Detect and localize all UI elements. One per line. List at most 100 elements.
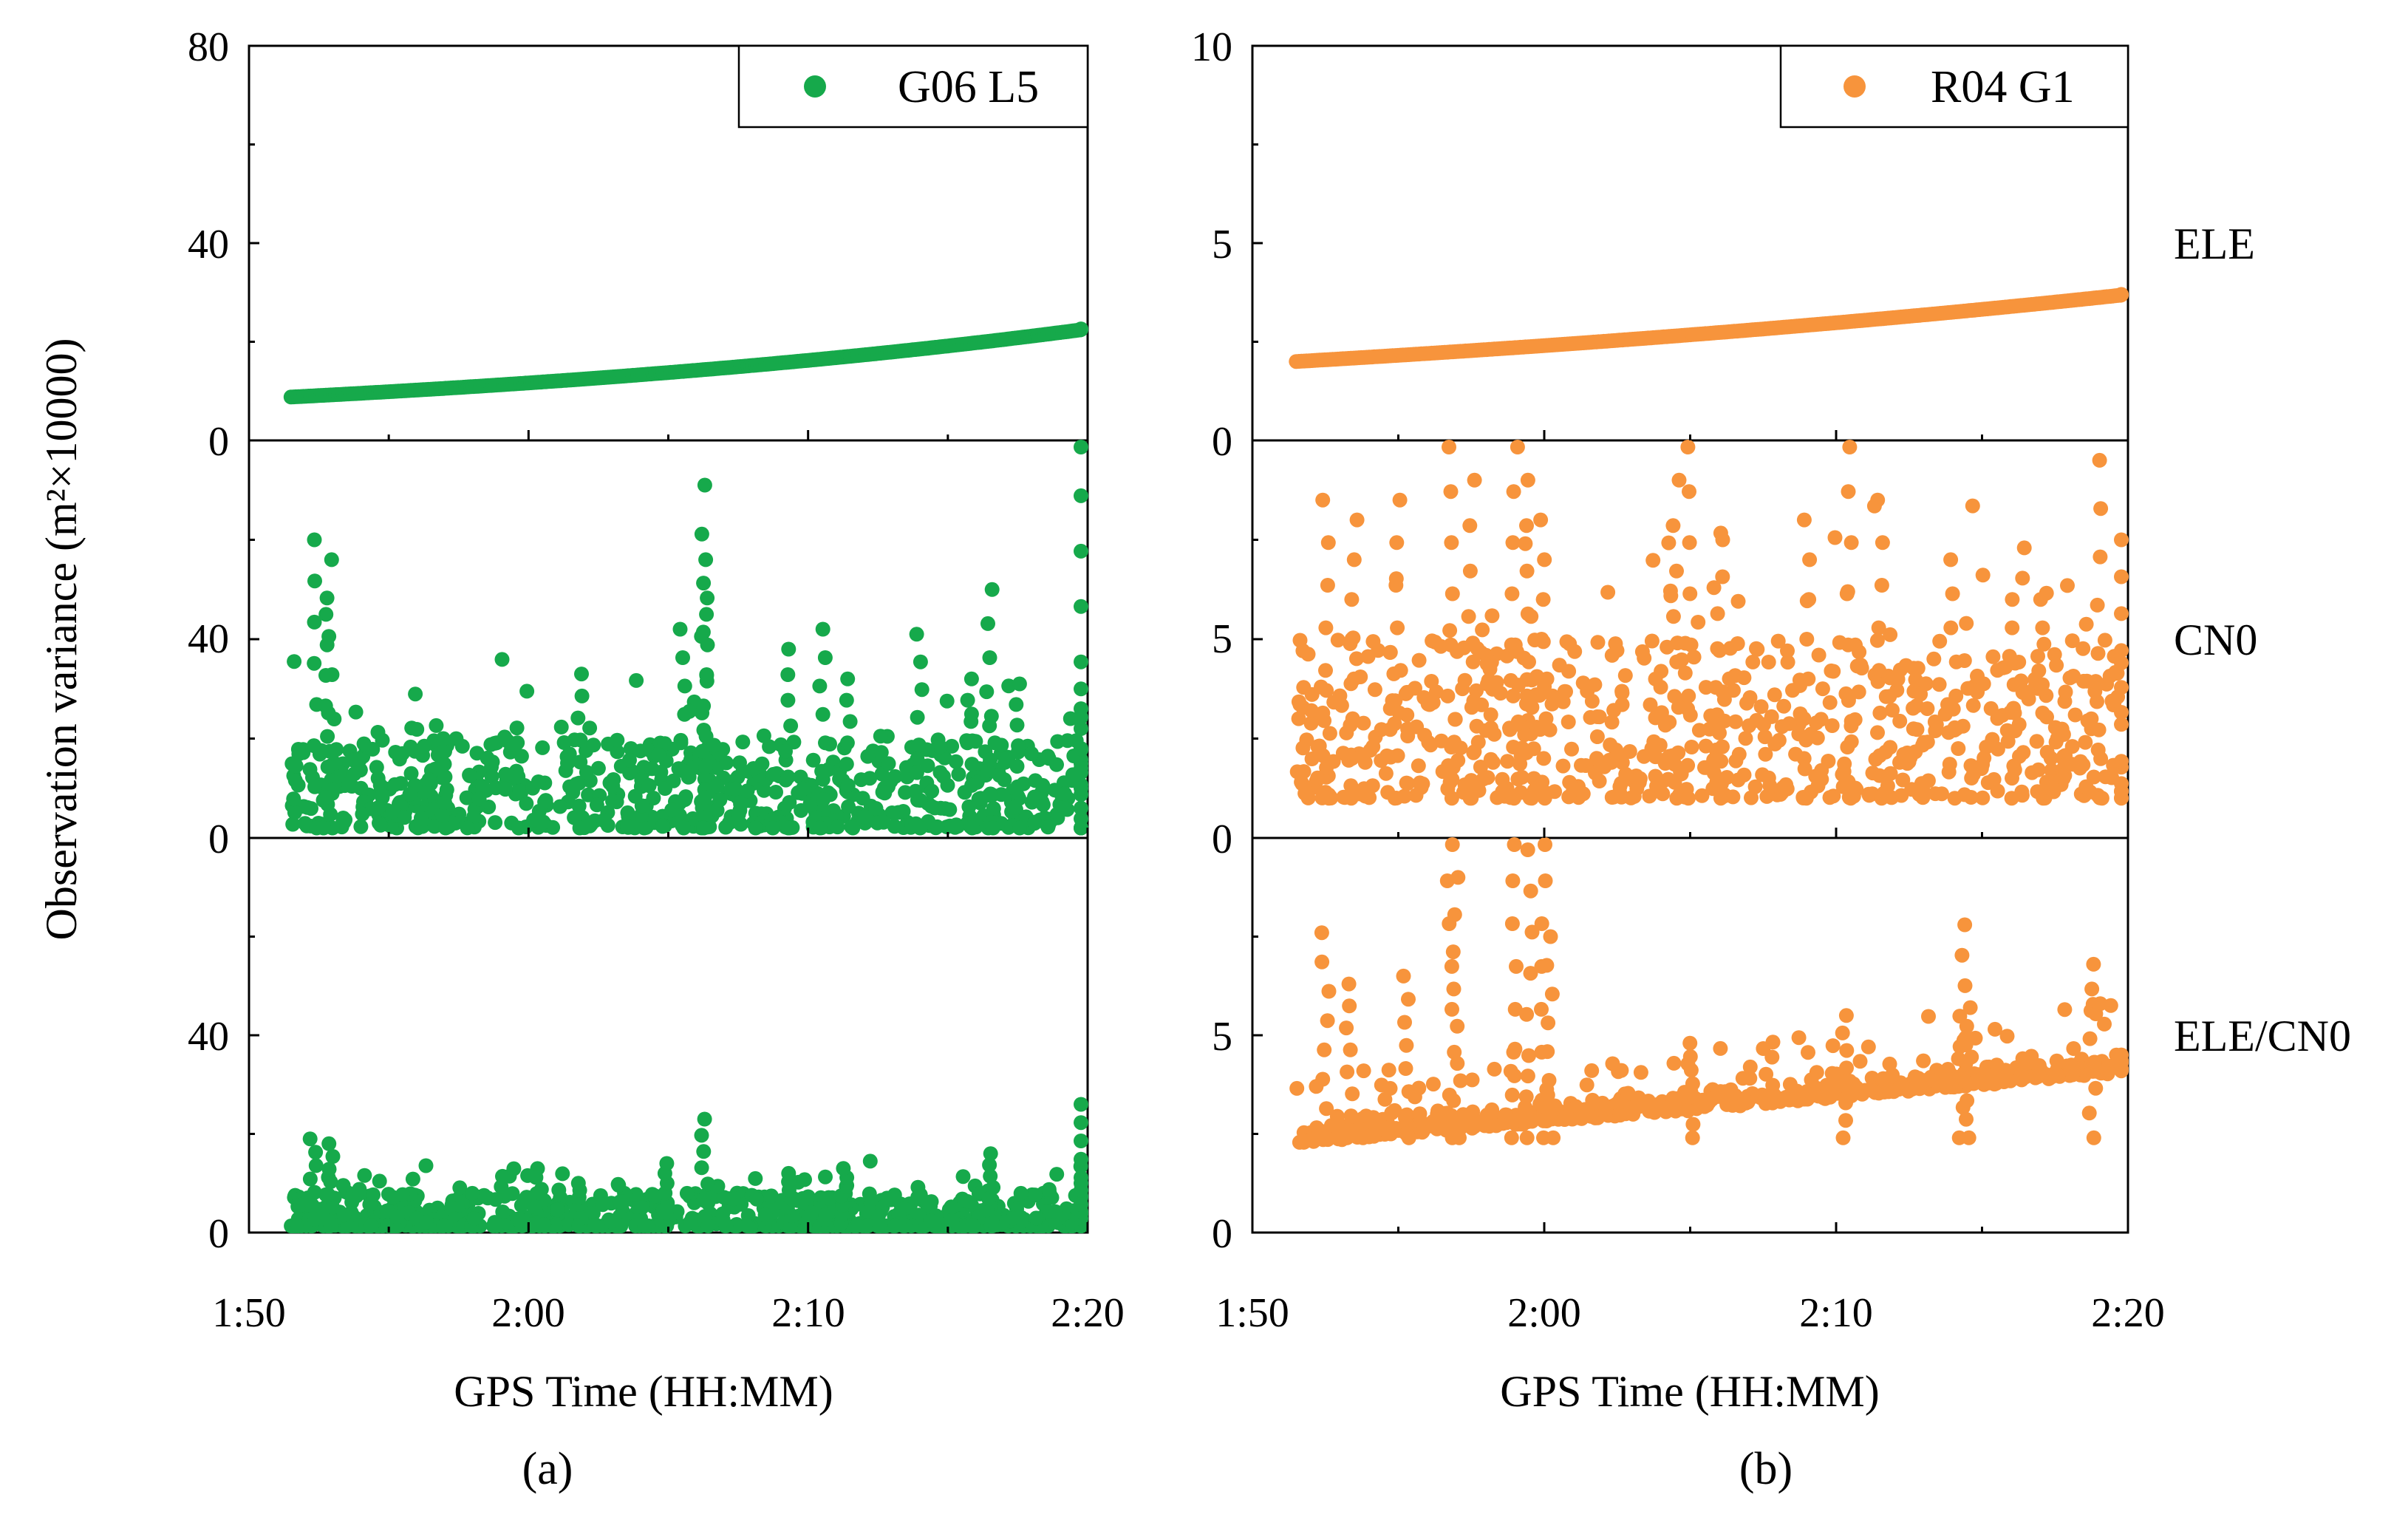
data-point [1444, 791, 1459, 806]
data-point [1411, 758, 1426, 774]
data-point [1910, 661, 1926, 676]
data-point [983, 786, 998, 802]
data-point [699, 607, 714, 622]
data-point [748, 1170, 763, 1186]
data-point [1742, 718, 1757, 734]
data-point [1035, 797, 1051, 813]
data-point [1632, 1099, 1648, 1114]
data-point [2050, 1068, 2066, 1083]
data-point [961, 799, 977, 814]
x-tick-label: 2:00 [1507, 1290, 1581, 1336]
data-point [1315, 748, 1331, 763]
data-point [1626, 773, 1641, 788]
data-point [1524, 609, 1539, 624]
data-point [417, 738, 432, 754]
data-point [979, 1202, 995, 1218]
data-point [1954, 947, 1970, 963]
data-point [1445, 771, 1460, 787]
data-point [421, 772, 437, 788]
data-point [1452, 1130, 1467, 1145]
data-point [2092, 549, 2108, 565]
data-point [1682, 1089, 1697, 1105]
data-point [1780, 655, 1795, 670]
data-point [1870, 725, 1885, 740]
data-point [1838, 1008, 1854, 1023]
data-point [780, 667, 796, 682]
data-point [1906, 701, 1921, 716]
data-point [1538, 711, 1554, 726]
y-tick-label: 80 [188, 24, 229, 70]
data-point [1541, 1073, 1557, 1088]
data-point [1583, 709, 1598, 725]
data-point [2047, 647, 2062, 662]
data-point [1562, 774, 1578, 790]
data-point [960, 692, 975, 708]
data-point [1340, 1064, 1355, 1080]
data-point [763, 1188, 779, 1204]
data-point [2099, 676, 2115, 692]
x-tick-label: 1:50 [1215, 1290, 1289, 1336]
data-point [1057, 786, 1073, 802]
data-point [980, 616, 995, 631]
data-point [1524, 791, 1539, 806]
data-point [528, 1170, 544, 1185]
data-point [881, 756, 896, 771]
data-point [2090, 597, 2105, 613]
data-point [1437, 1105, 1453, 1121]
data-point [1465, 654, 1481, 669]
data-point [369, 760, 384, 775]
data-point [2070, 1061, 2085, 1077]
data-point [1838, 1095, 1853, 1111]
data-point [1924, 1072, 1939, 1088]
data-point [1847, 712, 1863, 727]
data-point [634, 1200, 649, 1215]
data-point [955, 1169, 971, 1185]
data-point [1074, 543, 1088, 559]
data-point [1314, 1130, 1330, 1145]
data-point [1825, 1038, 1841, 1054]
data-point [1534, 916, 1549, 931]
data-point [964, 820, 980, 836]
data-point [1587, 677, 1603, 692]
data-point [1011, 738, 1026, 754]
data-point [1296, 680, 1312, 695]
data-point [1926, 651, 1942, 667]
x-tick-label: 2:20 [2091, 1290, 2165, 1336]
data-point [1074, 654, 1088, 669]
data-point [963, 671, 979, 686]
data-point [1663, 588, 1679, 604]
data-point [1393, 663, 1408, 678]
data-point [322, 743, 338, 759]
data-point [1506, 688, 1521, 703]
data-point [1485, 754, 1501, 770]
data-point [1379, 748, 1394, 763]
y-tick-label: 5 [1212, 222, 1232, 267]
data-point [356, 736, 372, 752]
data-point [1761, 655, 1776, 669]
data-point [1958, 1037, 1974, 1052]
data-point [715, 1212, 731, 1227]
data-point [1074, 440, 1088, 454]
data-point [2002, 649, 2017, 664]
data-point [1865, 766, 1880, 781]
data-point [700, 637, 715, 652]
data-point [780, 820, 796, 836]
data-point [297, 816, 313, 831]
data-point [1469, 718, 1484, 734]
data-point [1814, 763, 1829, 778]
data-point [1524, 924, 1540, 940]
data-point [818, 735, 833, 751]
data-point [1505, 535, 1521, 551]
data-point [1810, 730, 1825, 746]
data-point [1315, 1071, 1331, 1087]
data-point [679, 1185, 695, 1201]
data-point [1057, 775, 1071, 791]
y-tick-label: 10 [1191, 24, 1232, 70]
data-point [348, 704, 364, 720]
data-point [1874, 578, 1889, 593]
data-point [308, 1145, 324, 1160]
data-point [1390, 620, 1405, 635]
data-point [1506, 1044, 1521, 1060]
data-point [1645, 553, 1661, 568]
data-point [748, 1191, 764, 1207]
